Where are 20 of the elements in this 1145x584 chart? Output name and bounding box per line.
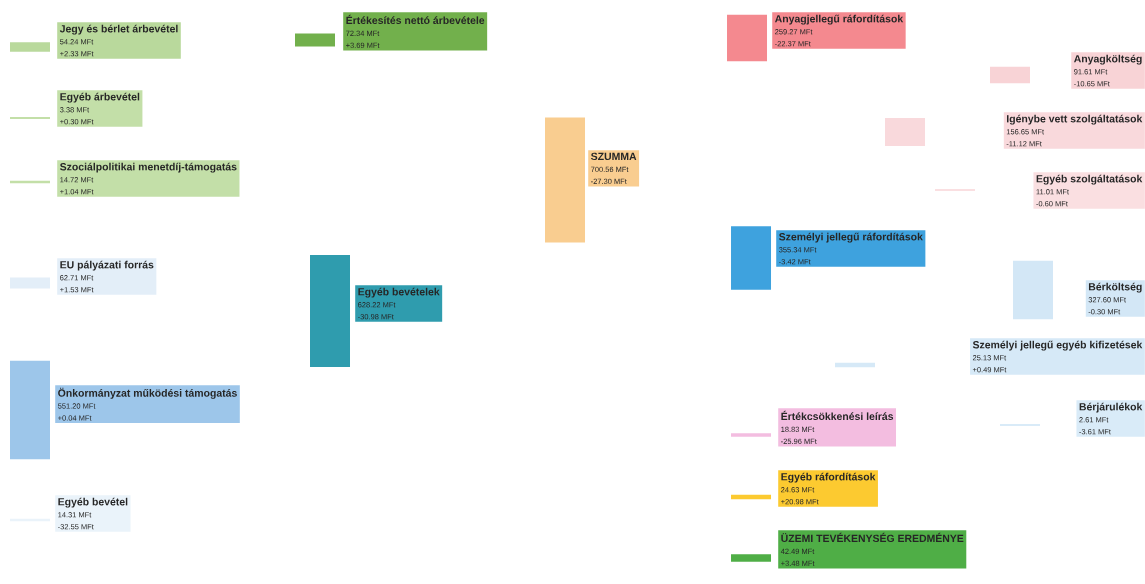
category-label: Értékesítés nettó árbevétele: [346, 14, 485, 25]
category-label: Igénybe vett szolgáltatások: [1007, 114, 1143, 125]
category-label: ÜZEMI TEVÉKENYSÉG EREDMÉNYE: [781, 532, 964, 543]
category-label: Egyéb ráfordítások: [781, 472, 876, 483]
category-label: Egyéb árbevétel: [60, 92, 140, 103]
category-label: Jegy és bérlet árbevétel: [59, 24, 178, 35]
category-label: Bérköltség: [1088, 282, 1142, 293]
category-label: EU pályázati forrás: [60, 260, 154, 271]
category-label: SZUMMA: [591, 152, 637, 161]
category-label: Egyéb bevétel: [58, 497, 128, 508]
category-label: Egyéb szolgáltatások: [1036, 174, 1143, 185]
category-label: Bérjárulékok: [1079, 402, 1143, 413]
category-label: Szociálpolitikai menetdíj-támogatás: [59, 162, 237, 173]
category-label: Értékcsökkenési leírás: [781, 410, 894, 421]
category-label: Önkormányzat működési támogatás: [58, 387, 237, 399]
category-label: Személyi jellegű ráfordítások: [779, 232, 923, 243]
category-label: Egyéb bevételek: [358, 287, 440, 298]
category-label: Anyagjellegű ráfordítások: [774, 14, 904, 25]
category-label: Személyi jellegű egyéb kifizetések: [972, 340, 1143, 351]
category-label: Anyagköltség: [1074, 54, 1142, 65]
